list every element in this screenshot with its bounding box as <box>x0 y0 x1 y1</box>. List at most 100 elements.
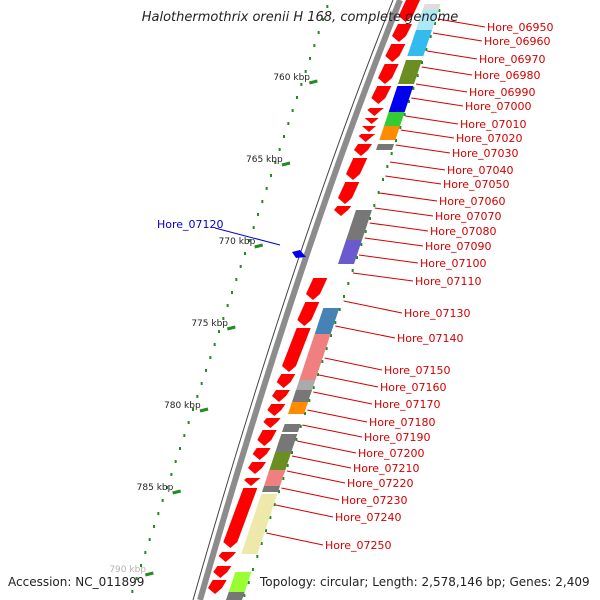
gene-label[interactable]: Hore_07210 <box>353 462 420 475</box>
gc-dot-outer <box>300 83 303 86</box>
forward-gene-arrow[interactable] <box>346 158 368 180</box>
forward-gene-arrow[interactable] <box>398 0 420 22</box>
label-leader-lines <box>266 18 486 546</box>
forward-gene-arrow[interactable] <box>276 374 296 388</box>
gene-label[interactable]: Hore_07190 <box>364 431 431 444</box>
gene-label[interactable]: Hore_07030 <box>452 147 519 160</box>
forward-gene-arrow[interactable] <box>367 108 384 116</box>
cog-block[interactable] <box>376 144 394 150</box>
cog-block[interactable] <box>288 402 308 414</box>
forward-gene-arrow[interactable] <box>213 566 232 578</box>
kbp-tick-mark <box>172 489 182 495</box>
gene-label[interactable]: Hore_07170 <box>374 398 441 411</box>
forward-gene-arrow[interactable] <box>257 430 277 446</box>
forward-gene-arrow[interactable] <box>392 24 412 42</box>
gene-label[interactable]: Hore_07160 <box>380 381 447 394</box>
forward-gene-arrow[interactable] <box>354 144 372 156</box>
highlight-gene-label[interactable]: Hore_07120 <box>157 218 224 231</box>
leader-line <box>374 207 434 217</box>
gc-dot-inner <box>265 529 267 532</box>
cog-block[interactable] <box>282 424 301 432</box>
forward-gene-arrow[interactable] <box>223 488 258 548</box>
cog-block[interactable] <box>228 572 252 592</box>
gene-label[interactable]: Hore_06950 <box>487 21 554 34</box>
gene-label[interactable]: Hore_07220 <box>347 477 414 490</box>
gene-label[interactable]: Hore_07200 <box>358 447 425 460</box>
gene-label[interactable]: Hore_07080 <box>430 225 497 238</box>
leader-line <box>343 300 403 314</box>
gene-label[interactable]: Hore_06960 <box>484 35 551 48</box>
forward-gene-arrow[interactable] <box>218 552 236 562</box>
forward-gene-arrow[interactable] <box>362 126 378 132</box>
cog-block[interactable] <box>225 592 245 600</box>
gene-label[interactable]: Hore_07130 <box>404 307 471 320</box>
forward-gene-arrow[interactable] <box>358 134 376 142</box>
gene-label[interactable]: Hore_07090 <box>425 240 492 253</box>
cog-block[interactable] <box>388 86 414 112</box>
cog-block[interactable] <box>295 380 316 392</box>
forward-gene-arrow[interactable] <box>252 448 271 460</box>
gene-label[interactable]: Hore_06970 <box>479 53 546 66</box>
forward-gene-arrow[interactable] <box>248 462 266 474</box>
forward-gene-arrow[interactable] <box>378 64 399 84</box>
gene-label[interactable]: Hore_07040 <box>447 164 514 177</box>
cog-block[interactable] <box>346 210 372 240</box>
cog-block[interactable] <box>398 60 422 84</box>
gc-dot-inner <box>429 35 432 38</box>
forward-gene-arrow[interactable] <box>244 478 261 486</box>
forward-gene-arrow[interactable] <box>272 390 290 402</box>
forward-gene-arrow[interactable] <box>297 302 320 326</box>
cog-block[interactable] <box>299 334 331 380</box>
gene-label[interactable]: Hore_07250 <box>325 539 392 552</box>
gene-label[interactable]: Hore_07070 <box>435 210 502 223</box>
gene-label[interactable]: Hore_07100 <box>420 257 487 270</box>
gene-label[interactable]: Hore_07140 <box>397 332 464 345</box>
gene-label[interactable]: Hore_07010 <box>460 118 527 131</box>
gene-label[interactable]: Hore_07020 <box>456 132 523 145</box>
forward-gene-arrow[interactable] <box>282 328 311 372</box>
gene-label[interactable]: Hore_07180 <box>369 416 436 429</box>
forward-gene-arrow[interactable] <box>364 118 381 124</box>
cog-block[interactable] <box>275 434 298 452</box>
cog-block[interactable] <box>416 10 439 30</box>
forward-gene-arrow[interactable] <box>267 404 286 416</box>
forward-gene-arrow[interactable] <box>208 580 227 594</box>
cog-block[interactable] <box>241 494 278 554</box>
highlight-gene-arrow[interactable] <box>292 250 306 258</box>
gene-label[interactable]: Hore_07240 <box>335 511 402 524</box>
cog-block[interactable] <box>338 240 362 264</box>
gc-dot-inner <box>338 308 341 311</box>
forward-gene-arrow[interactable] <box>306 278 328 300</box>
gc-dot-inner <box>416 74 419 77</box>
gc-dot-outer <box>166 486 168 489</box>
kbp-label: 760 kbp <box>273 73 310 83</box>
gene-label[interactable]: Hore_07150 <box>384 364 451 377</box>
leader-line <box>318 374 379 388</box>
gc-dot-inner <box>295 438 298 441</box>
forward-gene-arrow[interactable] <box>338 182 360 204</box>
forward-gene-arrow[interactable] <box>334 206 352 216</box>
forward-gene-arrow[interactable] <box>371 86 392 104</box>
forward-gene-arrow[interactable] <box>385 44 406 62</box>
kbp-tick-mark <box>254 243 264 249</box>
backbone-arc <box>197 0 403 600</box>
gc-dot-inner <box>252 568 254 571</box>
gene-label[interactable]: Hore_07000 <box>465 100 532 113</box>
cog-block[interactable] <box>264 470 286 486</box>
gene-label[interactable]: Hore_07230 <box>341 494 408 507</box>
cog-block[interactable] <box>268 452 292 474</box>
gc-dot-inner <box>291 451 293 454</box>
gene-label[interactable]: Hore_06980 <box>474 69 541 82</box>
cog-block[interactable] <box>407 30 432 56</box>
gene-label[interactable]: Hore_07110 <box>415 275 482 288</box>
cog-block[interactable] <box>314 308 340 334</box>
leader-line <box>395 144 451 154</box>
cog-block[interactable] <box>379 126 400 140</box>
gene-label[interactable]: Hore_07060 <box>439 195 506 208</box>
cog-block[interactable] <box>262 486 280 492</box>
forward-gene-arrow[interactable] <box>263 418 281 428</box>
cog-block[interactable] <box>383 112 405 128</box>
gene-label[interactable]: Hore_06990 <box>469 86 536 99</box>
gene-label[interactable]: Hore_07050 <box>443 178 510 191</box>
